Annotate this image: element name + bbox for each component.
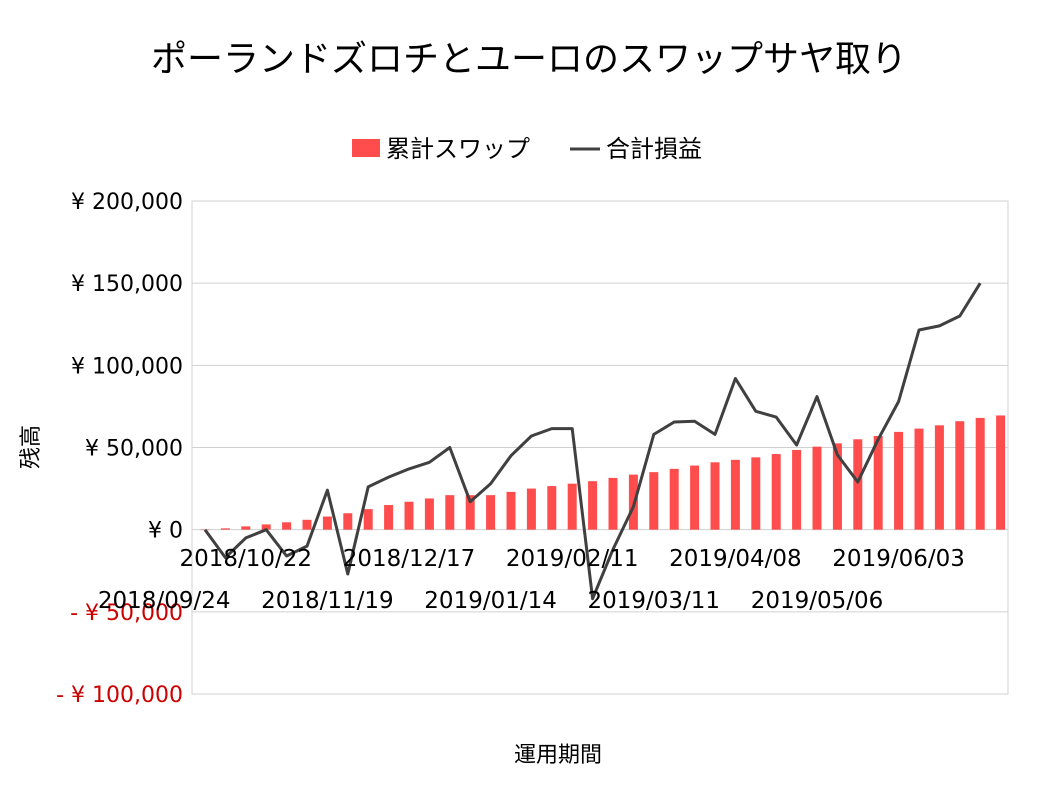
bar-34	[894, 431, 904, 530]
bar-27	[751, 457, 761, 530]
bar-25	[710, 462, 720, 530]
y-tick-label-5: - ¥ 50,000	[70, 601, 183, 626]
bar-3	[261, 524, 271, 530]
x-axis-title: 運用期間	[514, 743, 602, 768]
bar-4	[282, 522, 292, 530]
bar-9	[384, 505, 394, 530]
bar-12	[445, 495, 455, 530]
y-axis: ¥ 200,000 ¥ 150,000 ¥ 100,000 ¥ 50,000 ¥ 0 - …	[56, 190, 183, 708]
legend-swatch-swap	[352, 139, 380, 157]
y-tick-label-3: ¥ 50,000	[85, 437, 183, 462]
x-tick-label-9: 2019/05/06	[751, 588, 884, 614]
bar-32	[853, 439, 863, 530]
bar-1	[220, 528, 230, 530]
bars-series	[200, 415, 1006, 531]
bar-19	[588, 481, 598, 530]
pnl-line	[203, 282, 982, 601]
y-tick-label-0: ¥ 200,000	[71, 190, 183, 215]
y-tick-label-1: ¥ 150,000	[71, 272, 183, 297]
bar-18	[567, 483, 577, 530]
x-tick-label-7: 2019/01/14	[424, 588, 557, 614]
bar-14	[486, 495, 496, 530]
bar-36	[934, 425, 944, 530]
y-tick-label-6: - ¥ 100,000	[56, 683, 183, 708]
bar-37	[955, 421, 965, 530]
x-tick-label-0: 2018/10/22	[180, 546, 313, 572]
x-tick-label-5: 2018/09/24	[98, 588, 231, 614]
gridlines	[192, 200, 1008, 695]
bar-33	[873, 435, 883, 530]
chart-title: ポーランドズロチとユーロのスワップサヤ取り	[150, 39, 907, 80]
bar-20	[608, 477, 618, 530]
bar-7	[343, 513, 353, 530]
legend-label-pnl: 合計損益	[606, 135, 702, 163]
line-series	[203, 282, 982, 601]
x-tick-label-3: 2019/04/08	[669, 546, 802, 572]
x-axis: 2018/10/22 2018/12/17 2019/02/11 2019/04/08…	[98, 546, 965, 614]
bar-2	[241, 526, 251, 530]
bar-39	[996, 415, 1006, 530]
x-tick-label-6: 2018/11/19	[261, 588, 394, 614]
y-axis-title: 残高	[19, 425, 44, 469]
bar-24	[690, 465, 700, 530]
bar-31	[832, 443, 842, 530]
bar-35	[914, 428, 924, 530]
bar-38	[975, 417, 985, 530]
bar-17	[547, 486, 557, 530]
bar-23	[669, 468, 679, 530]
bar-10	[404, 501, 414, 530]
bar-28	[771, 454, 781, 530]
bar-22	[649, 472, 659, 530]
bar-8	[363, 509, 373, 530]
bar-16	[526, 488, 536, 530]
bar-15	[506, 491, 516, 530]
bar-5	[302, 519, 312, 530]
bar-13	[465, 495, 475, 530]
legend: 累計スワップ 合計損益	[352, 135, 702, 163]
bar-11	[424, 498, 434, 530]
x-tick-label-1: 2018/12/17	[343, 546, 476, 572]
y-tick-label-2: ¥ 100,000	[71, 354, 183, 379]
bar-30	[812, 446, 822, 530]
x-tick-label-2: 2019/02/11	[506, 546, 639, 572]
bar-26	[730, 459, 740, 530]
legend-label-swap: 累計スワップ	[386, 135, 530, 163]
x-tick-label-8: 2019/03/11	[588, 588, 721, 614]
bar-6	[322, 516, 332, 530]
y-tick-label-4: ¥ 0	[148, 519, 183, 544]
x-tick-label-4: 2019/06/03	[832, 546, 965, 572]
bar-29	[792, 449, 802, 530]
